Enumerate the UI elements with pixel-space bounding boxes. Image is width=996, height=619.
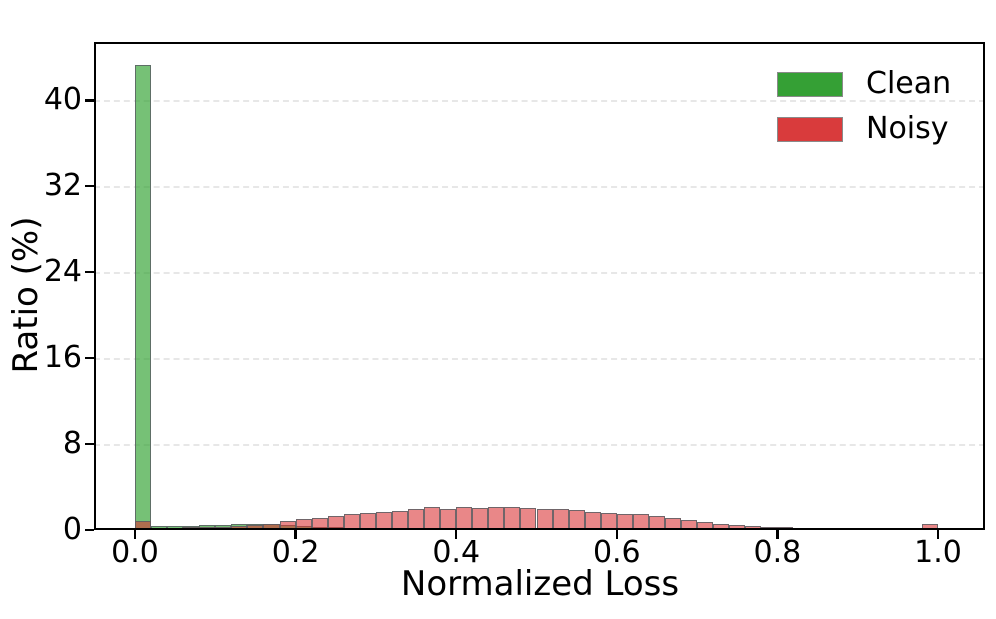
bar-noisy-bin8 (263, 524, 280, 530)
bar-noisy-bin39 (761, 526, 778, 530)
bar-noisy-bin4 (199, 526, 216, 530)
bar-noisy-bin45 (857, 529, 874, 530)
bar-noisy-bin43 (825, 528, 842, 530)
bar-noisy-bin47 (889, 529, 906, 530)
legend-label-clean: Clean (866, 66, 952, 101)
legend-swatch-noisy-icon (777, 117, 843, 142)
bar-noisy-bin21 (472, 507, 489, 530)
bar-noisy-bin5 (215, 526, 232, 530)
bar-noisy-bin9 (279, 521, 296, 530)
bar-noisy-bin1 (151, 527, 168, 530)
bar-noisy-bin0 (135, 520, 152, 530)
x-tick-label: 0.4 (432, 535, 481, 570)
bar-noisy-bin6 (231, 526, 248, 530)
x-tick-0.8 (776, 530, 779, 539)
bar-noisy-bin29 (600, 512, 617, 530)
y-tick-0 (85, 528, 94, 532)
y-tick-label: 16 (43, 340, 82, 376)
gridline-y-16 (94, 358, 985, 361)
bar-noisy-bin37 (729, 524, 746, 530)
x-tick-label: 0.2 (271, 535, 320, 570)
bar-noisy-bin11 (311, 517, 328, 530)
bar-noisy-bin17 (408, 509, 425, 530)
bar-noisy-bin3 (183, 527, 200, 530)
legend-swatch-clean-icon (777, 72, 843, 97)
bar-noisy-bin40 (777, 527, 794, 530)
bar-noisy-bin42 (809, 528, 826, 530)
bar-noisy-bin12 (327, 516, 344, 530)
bar-noisy-bin46 (873, 529, 890, 530)
x-tick-0.4 (454, 530, 458, 539)
bar-noisy-bin48 (905, 529, 922, 530)
x-axis-label: Normalized Loss (400, 564, 680, 604)
bar-noisy-bin13 (343, 514, 360, 530)
bar-noisy-bin2 (167, 527, 184, 530)
bar-noisy-bin23 (504, 506, 521, 530)
bar-noisy-bin14 (359, 513, 376, 530)
bar-noisy-bin38 (745, 525, 762, 530)
bar-noisy-bin32 (648, 516, 665, 530)
y-tick-16 (85, 356, 94, 360)
bar-layer (94, 42, 985, 530)
bar-noisy-bin18 (424, 507, 441, 530)
x-tick-0.0 (133, 530, 137, 539)
bar-noisy-bin19 (440, 508, 457, 530)
x-tick-0.6 (615, 530, 619, 539)
bar-noisy-bin25 (536, 508, 553, 530)
bar-noisy-bin34 (681, 520, 698, 530)
x-tick-0.2 (294, 530, 297, 539)
x-tick-label: 0.6 (592, 535, 641, 570)
y-tick-8 (85, 442, 94, 446)
bar-noisy-bin26 (552, 509, 569, 530)
bar-noisy-bin49 (921, 524, 938, 530)
bar-noisy-bin44 (841, 529, 858, 530)
y-axis-label: Ratio (%) (6, 216, 46, 374)
y-tick-40 (85, 98, 94, 102)
y-tick-label: 40 (43, 82, 82, 118)
bar-noisy-bin35 (697, 521, 714, 530)
bar-noisy-bin16 (391, 510, 408, 530)
y-tick-label: 8 (62, 426, 82, 462)
grid-layer (94, 42, 985, 530)
bar-noisy-bin36 (713, 523, 730, 530)
bar-noisy-bin31 (632, 514, 649, 530)
y-tick-label: 24 (43, 254, 82, 290)
bar-noisy-bin22 (488, 507, 505, 530)
bar-noisy-bin7 (247, 525, 264, 530)
y-tick-label: 0 (62, 512, 82, 547)
bar-noisy-bin41 (793, 527, 810, 530)
gridline-y-40 (94, 100, 985, 103)
y-tick-32 (85, 184, 94, 188)
gridline-y-24 (94, 272, 985, 275)
bar-noisy-bin10 (295, 519, 312, 530)
bar-noisy-bin15 (375, 512, 392, 530)
bar-noisy-bin20 (456, 506, 473, 530)
gridline-y-32 (94, 186, 985, 189)
bar-noisy-bin27 (568, 510, 585, 530)
x-tick-1.0 (936, 530, 940, 539)
bar-noisy-bin30 (616, 513, 633, 530)
x-tick-label: 0.0 (111, 535, 159, 570)
y-tick-24 (85, 270, 94, 274)
bar-noisy-bin33 (664, 518, 682, 530)
y-tick-label: 32 (43, 168, 82, 204)
gridline-y-8 (94, 444, 985, 447)
bar-clean-bin0 (135, 64, 152, 530)
x-tick-label: 1.0 (914, 535, 962, 570)
x-tick-label: 0.8 (753, 535, 802, 570)
legend-label-noisy: Noisy (866, 111, 949, 146)
bar-noisy-bin28 (584, 511, 601, 530)
bar-noisy-bin24 (520, 507, 537, 530)
